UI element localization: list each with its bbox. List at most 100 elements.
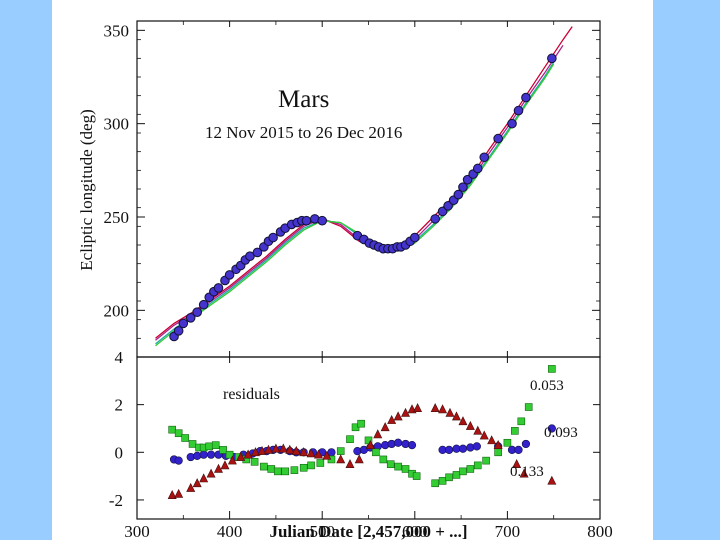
residuals-red-point [285, 444, 295, 454]
residuals-blue-point [458, 444, 468, 453]
residuals-red-point [451, 411, 461, 421]
observation-point [317, 215, 328, 226]
residual-green-label: 0.053 [530, 378, 564, 394]
residuals-green-point [548, 365, 556, 373]
residuals-green-point [219, 446, 227, 454]
residuals-red-point [186, 482, 196, 492]
residuals-red-point [547, 475, 557, 485]
residuals-green-point [394, 462, 402, 471]
residual-red-label: 0.133 [510, 464, 544, 480]
x-tick-label: 700 [495, 522, 521, 540]
residuals-red-point [487, 435, 497, 445]
resid-y-tick-label: -2 [109, 491, 123, 510]
residuals-green-point [225, 450, 234, 459]
residuals-blue-point [407, 441, 417, 450]
observation-point [268, 232, 278, 243]
main-y-tick-label: 250 [104, 208, 130, 227]
residuals-red-point [430, 403, 440, 413]
residuals-red-point [365, 439, 375, 449]
residuals-blue-point [521, 439, 531, 449]
residuals-red-point [271, 443, 281, 453]
residuals-green-point [260, 462, 268, 471]
residuals-green-point [494, 448, 502, 457]
residuals-blue-point [199, 450, 208, 459]
residuals-red-point [413, 403, 423, 413]
residuals-green-point [316, 459, 325, 467]
residuals-red-point [243, 449, 253, 459]
residuals-green-point [250, 458, 259, 466]
residuals-red-point [445, 407, 455, 417]
residuals-green-point [466, 465, 475, 473]
residuals-red-point [345, 459, 355, 469]
chart-title: Mars [278, 86, 329, 113]
residuals-green-point [181, 434, 189, 442]
residuals-red-point [479, 430, 489, 440]
right-side-band [653, 0, 720, 540]
residuals-red-point [291, 445, 301, 455]
residuals-blue-point [394, 438, 403, 447]
residuals-red-point [220, 460, 230, 470]
observation-point [472, 163, 483, 174]
observation-point [479, 152, 490, 163]
observation-point [301, 215, 312, 226]
observation-point [245, 251, 255, 262]
main-y-tick-label: 200 [104, 301, 130, 320]
residuals-green-point [431, 479, 439, 488]
observation-point [213, 283, 224, 293]
observation-point [521, 92, 531, 103]
residuals-red-point [387, 414, 397, 424]
residuals-blue-point [472, 442, 481, 451]
residuals-green-point [524, 403, 533, 411]
resid-y-tick-label: 0 [115, 443, 124, 462]
residuals-green-point [281, 467, 289, 476]
residuals-green-point [401, 465, 410, 473]
observation-point [547, 53, 557, 64]
residuals-red-point [322, 450, 332, 460]
residuals-green-point [211, 441, 220, 449]
observation-point [198, 299, 209, 310]
observation-point [410, 232, 420, 243]
x-tick-label: 600 [402, 522, 428, 540]
residuals-green-point [517, 417, 526, 426]
residuals-green-point [438, 477, 447, 485]
residuals-green-point [188, 440, 197, 448]
resid-y-tick-label: 2 [115, 396, 124, 415]
residuals-green-point [473, 461, 482, 470]
main-y-tick-label: 300 [104, 115, 130, 134]
residuals-red-point [519, 468, 529, 478]
resid-y-tick-label: 4 [115, 348, 124, 367]
observation-point [185, 313, 196, 323]
residual-blue-label: 0.093 [544, 425, 578, 441]
residuals-green-point [273, 467, 282, 476]
residuals-red-point [257, 445, 267, 455]
observation-point [224, 270, 235, 280]
observation-point [192, 307, 202, 318]
residuals-green-point [174, 429, 183, 438]
x-tick-label: 500 [309, 522, 335, 540]
observation-point [493, 133, 503, 144]
residuals-green-point [412, 472, 421, 480]
residuals-red-point [314, 449, 323, 459]
residuals-blue-point [444, 445, 454, 455]
observation-point [252, 247, 263, 258]
residuals-red-point [401, 407, 411, 417]
observation-point [173, 326, 184, 336]
residuals-red-point [336, 454, 346, 464]
x-tick-label: 400 [217, 522, 243, 540]
x-tick-label: 800 [587, 522, 613, 540]
residuals-green-point [379, 455, 388, 464]
residuals-red-point [393, 411, 403, 421]
residuals-red-point [278, 443, 288, 453]
residuals-red-point [167, 490, 177, 499]
residuals-green-point [459, 467, 467, 476]
residuals-red-point [473, 425, 483, 435]
residuals-red-point [199, 473, 209, 483]
observation-point [513, 105, 524, 116]
residuals-green-point [205, 442, 214, 451]
residuals-red-point [373, 429, 383, 439]
residuals-green-point [307, 461, 315, 470]
residuals-blue-point [206, 450, 216, 459]
residuals-red-point [458, 416, 468, 426]
x-axis-label: Julian Date [2,457,000 + ...] [269, 522, 467, 540]
residuals-red-point [306, 448, 316, 458]
